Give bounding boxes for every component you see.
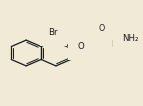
Text: HN: HN <box>111 40 124 49</box>
Text: O: O <box>99 24 105 33</box>
Text: O: O <box>77 42 84 51</box>
Text: Br: Br <box>48 28 58 37</box>
Text: NH₂: NH₂ <box>122 34 138 43</box>
